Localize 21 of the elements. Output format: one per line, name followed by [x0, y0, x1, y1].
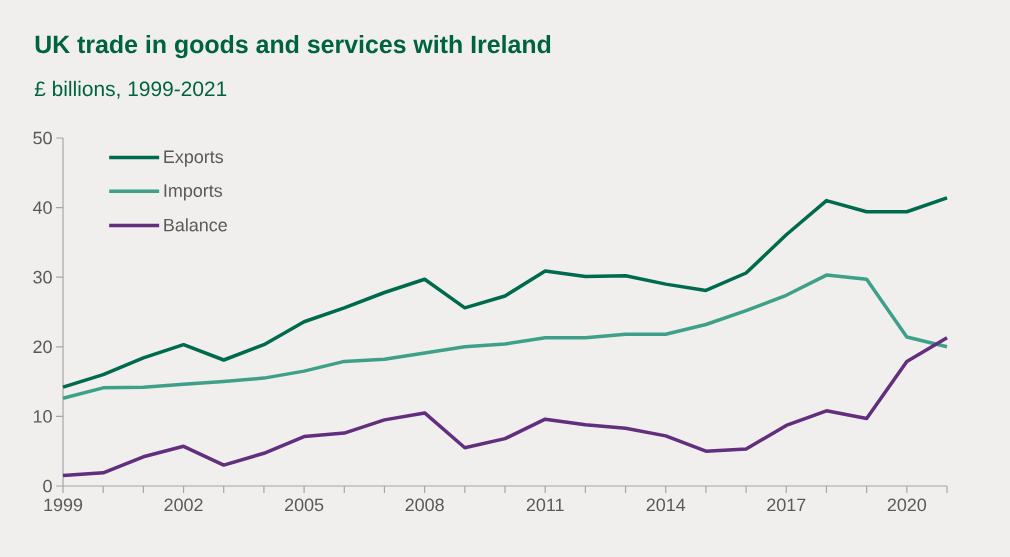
y-tick-label: 0: [43, 479, 52, 493]
x-tick-label: 1999: [44, 498, 83, 512]
x-tick-label: 2020: [887, 498, 927, 512]
x-tick-label: 2008: [405, 498, 444, 512]
legend-label: Exports: [164, 150, 224, 167]
line-series: [61, 335, 949, 478]
x-tick-label: 2002: [164, 498, 203, 512]
legend-label: Imports: [164, 184, 223, 201]
x-tick-label: 2014: [646, 498, 686, 512]
y-tick-label: 50: [33, 131, 52, 145]
y-tick-label: 40: [32, 201, 52, 214]
y-tick-label: 10: [33, 410, 52, 423]
chart-title: UK trade in goods and services with Ireland: [35, 34, 551, 59]
x-tick-label: 2005: [285, 498, 324, 512]
x-tick-label: 2017: [767, 498, 806, 512]
line-series: [61, 273, 949, 401]
y-tick-label: 20: [33, 340, 52, 354]
chart-subtitle: £ billions, 1999-2021: [34, 80, 227, 99]
y-tick-label: 30: [33, 270, 52, 284]
legend-label: Balance: [164, 218, 227, 232]
x-tick-label: 2011: [526, 498, 564, 512]
